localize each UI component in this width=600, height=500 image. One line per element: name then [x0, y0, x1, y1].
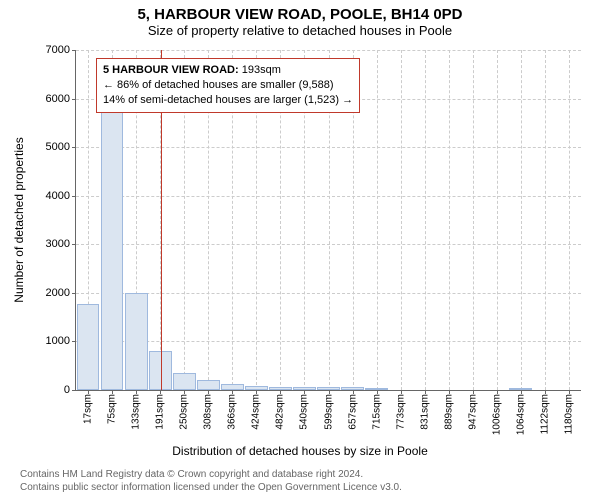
gridline-v — [569, 50, 570, 390]
y-tick-mark — [72, 196, 76, 197]
x-tick-label: 191sqm — [155, 390, 166, 430]
histogram-bar — [317, 387, 340, 390]
gridline-v — [425, 50, 426, 390]
x-tick-label: 133sqm — [131, 390, 142, 430]
x-tick-label: 75sqm — [107, 390, 118, 424]
annotation-box: 5 HARBOUR VIEW ROAD: 193sqm← 86% of deta… — [96, 58, 360, 113]
x-tick-label: 1122sqm — [539, 390, 550, 434]
chart-subtitle: Size of property relative to detached ho… — [0, 23, 600, 42]
x-tick-label: 1064sqm — [515, 390, 526, 435]
x-tick-label: 424sqm — [251, 390, 262, 430]
annotation-line: 5 HARBOUR VIEW ROAD: 193sqm — [103, 63, 353, 78]
chart-title: 5, HARBOUR VIEW ROAD, POOLE, BH14 0PD — [0, 0, 600, 23]
x-tick-label: 599sqm — [323, 390, 334, 430]
x-tick-label: 657sqm — [347, 390, 358, 430]
x-tick-label: 773sqm — [395, 390, 406, 430]
y-tick-mark — [72, 99, 76, 100]
y-tick-mark — [72, 147, 76, 148]
x-tick-label: 1006sqm — [491, 390, 502, 435]
x-tick-label: 889sqm — [443, 390, 454, 430]
footnote-line: Contains HM Land Registry data © Crown c… — [20, 468, 402, 481]
x-axis-label: Distribution of detached houses by size … — [0, 444, 600, 458]
histogram-bar — [341, 387, 364, 390]
histogram-bar — [101, 109, 124, 390]
x-tick-label: 831sqm — [419, 390, 430, 430]
annotation-line: ← 86% of detached houses are smaller (9,… — [103, 78, 353, 93]
x-tick-label: 715sqm — [371, 390, 382, 430]
gridline-v — [545, 50, 546, 390]
histogram-bar — [293, 387, 316, 390]
x-tick-label: 482sqm — [275, 390, 286, 430]
histogram-bar — [173, 373, 196, 390]
gridline-v — [449, 50, 450, 390]
histogram-bar — [197, 380, 220, 390]
gridline-v — [473, 50, 474, 390]
y-tick-mark — [72, 390, 76, 391]
y-tick-mark — [72, 244, 76, 245]
y-tick-mark — [72, 341, 76, 342]
x-tick-label: 366sqm — [227, 390, 238, 430]
x-tick-label: 17sqm — [83, 390, 94, 424]
y-axis-label: Number of detached properties — [12, 137, 26, 302]
x-tick-label: 308sqm — [203, 390, 214, 430]
footnote-line: Contains public sector information licen… — [20, 481, 402, 494]
chart-container: 5, HARBOUR VIEW ROAD, POOLE, BH14 0PD Si… — [0, 0, 600, 500]
histogram-bar — [221, 384, 244, 390]
x-tick-label: 947sqm — [467, 390, 478, 430]
plot-area: 0100020003000400050006000700017sqm75sqm1… — [75, 50, 581, 391]
gridline-v — [497, 50, 498, 390]
y-tick-mark — [72, 50, 76, 51]
histogram-bar — [77, 304, 100, 390]
x-tick-label: 540sqm — [299, 390, 310, 430]
histogram-bar — [269, 387, 292, 390]
footnote: Contains HM Land Registry data © Crown c… — [20, 468, 402, 494]
x-tick-label: 250sqm — [179, 390, 190, 430]
histogram-bar — [509, 388, 532, 390]
x-tick-label: 1180sqm — [563, 390, 574, 434]
histogram-bar — [365, 388, 388, 390]
gridline-v — [401, 50, 402, 390]
gridline-v — [377, 50, 378, 390]
gridline-v — [521, 50, 522, 390]
annotation-line: 14% of semi-detached houses are larger (… — [103, 93, 353, 108]
histogram-bar — [245, 386, 268, 390]
y-tick-mark — [72, 293, 76, 294]
histogram-bar — [125, 293, 148, 390]
